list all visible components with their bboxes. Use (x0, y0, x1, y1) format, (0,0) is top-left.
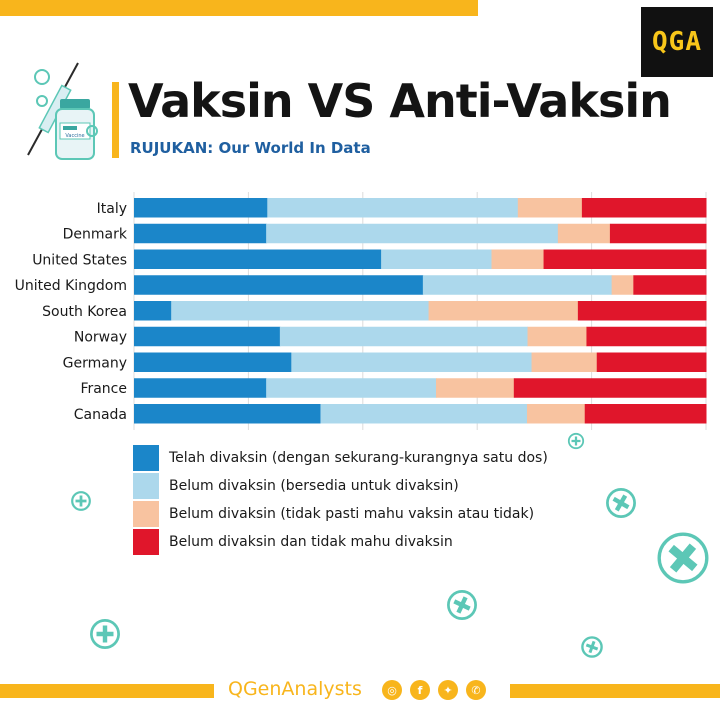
legend-label: Belum divaksin dan tidak mahu divaksin (169, 534, 453, 550)
plus-circle-icon (581, 636, 603, 658)
bar-segment (586, 326, 707, 347)
bar-segment (633, 275, 707, 295)
twitter-icon[interactable]: ✦ (438, 680, 458, 700)
bar-segment (596, 352, 707, 372)
legend-item: Telah divaksin (dengan sekurang-kurangny… (133, 444, 548, 472)
bar-segment (134, 326, 281, 347)
page-title: Vaksin VS Anti-Vaksin (128, 74, 672, 128)
plus-circle-icon (90, 619, 120, 649)
legend-item: Belum divaksin (tidak pasti mahu vaksin … (133, 500, 548, 528)
legend-swatch (133, 529, 159, 555)
bar-segment (320, 404, 528, 424)
bar-segment (134, 404, 321, 424)
footer-brand: QGenAnalysts (228, 678, 362, 700)
plus-circle-icon (606, 488, 636, 518)
bar-segment (557, 223, 611, 244)
category-label: Denmark (63, 227, 128, 243)
category-label: South Korea (42, 304, 127, 320)
bar-segment (491, 249, 545, 269)
bar-segment (527, 326, 587, 347)
whatsapp-icon[interactable]: ✆ (466, 680, 486, 700)
stacked-bar-chart: Italy Denmark United States United Kingdom S… (15, 192, 707, 430)
legend-label: Telah divaksin (dengan sekurang-kurangny… (169, 450, 548, 466)
footer-accent-right (510, 684, 720, 698)
bar-segment (134, 352, 292, 372)
bar-segment (584, 404, 707, 424)
plus-circle-icon (567, 432, 585, 450)
legend-label: Belum divaksin (tidak pasti mahu vaksin … (169, 506, 535, 522)
category-label: Norway (74, 330, 127, 346)
bar-segment (428, 301, 579, 321)
bar-segment (422, 275, 613, 295)
plus-circle-icon (657, 532, 709, 584)
legend-label: Belum divaksin (bersedia untuk divaksin) (169, 478, 459, 494)
bar-segment (581, 198, 707, 218)
category-label: Canada (74, 407, 127, 423)
category-label: Italy (97, 201, 127, 217)
bar-segment (134, 378, 267, 398)
bar-segment (134, 198, 268, 218)
bar-segment (513, 378, 707, 398)
category-label: France (80, 381, 127, 397)
legend-item: Belum divaksin (bersedia untuk divaksin) (133, 472, 548, 500)
bar-segment (279, 326, 529, 347)
category-label: United Kingdom (15, 278, 127, 294)
plus-circle-icon (447, 590, 477, 620)
svg-text:Vaccine: Vaccine (65, 133, 84, 139)
legend-swatch (133, 445, 159, 471)
bar-segment (266, 223, 559, 244)
source-subtitle: RUJUKAN: Our World In Data (130, 139, 371, 157)
bar-segment (171, 301, 430, 321)
bar-segment (134, 301, 172, 321)
category-label: Germany (63, 355, 127, 371)
category-label: United States (32, 252, 127, 268)
legend-swatch (133, 501, 159, 527)
bar-segment (543, 249, 707, 269)
bar-segment (517, 198, 583, 218)
bar-segment (134, 223, 267, 244)
chart-legend: Telah divaksin (dengan sekurang-kurangny… (133, 444, 548, 556)
bar-segment (609, 223, 707, 244)
instagram-icon[interactable]: ◎ (382, 680, 402, 700)
facebook-icon[interactable]: f (410, 680, 430, 700)
top-accent-bar (0, 0, 478, 16)
bar-segment (266, 378, 437, 398)
bar-segment (526, 404, 586, 424)
bar-segment (611, 275, 634, 295)
legend-swatch (133, 473, 159, 499)
title-accent (112, 82, 119, 158)
bar-segment (577, 301, 707, 321)
bar-segment (134, 249, 382, 269)
plus-circle-icon (71, 491, 91, 511)
bar-segment (291, 352, 533, 372)
bar-segment (134, 275, 424, 295)
bar-segment (267, 198, 519, 218)
footer-accent-left (0, 684, 214, 698)
bar-segment (531, 352, 598, 372)
legend-item: Belum divaksin dan tidak mahu divaksin (133, 528, 548, 556)
vaccine-vial-icon: Vaccine (27, 62, 98, 160)
bar-segment (436, 378, 515, 398)
bar-segment (381, 249, 492, 269)
brand-logo: QGA (641, 7, 713, 77)
